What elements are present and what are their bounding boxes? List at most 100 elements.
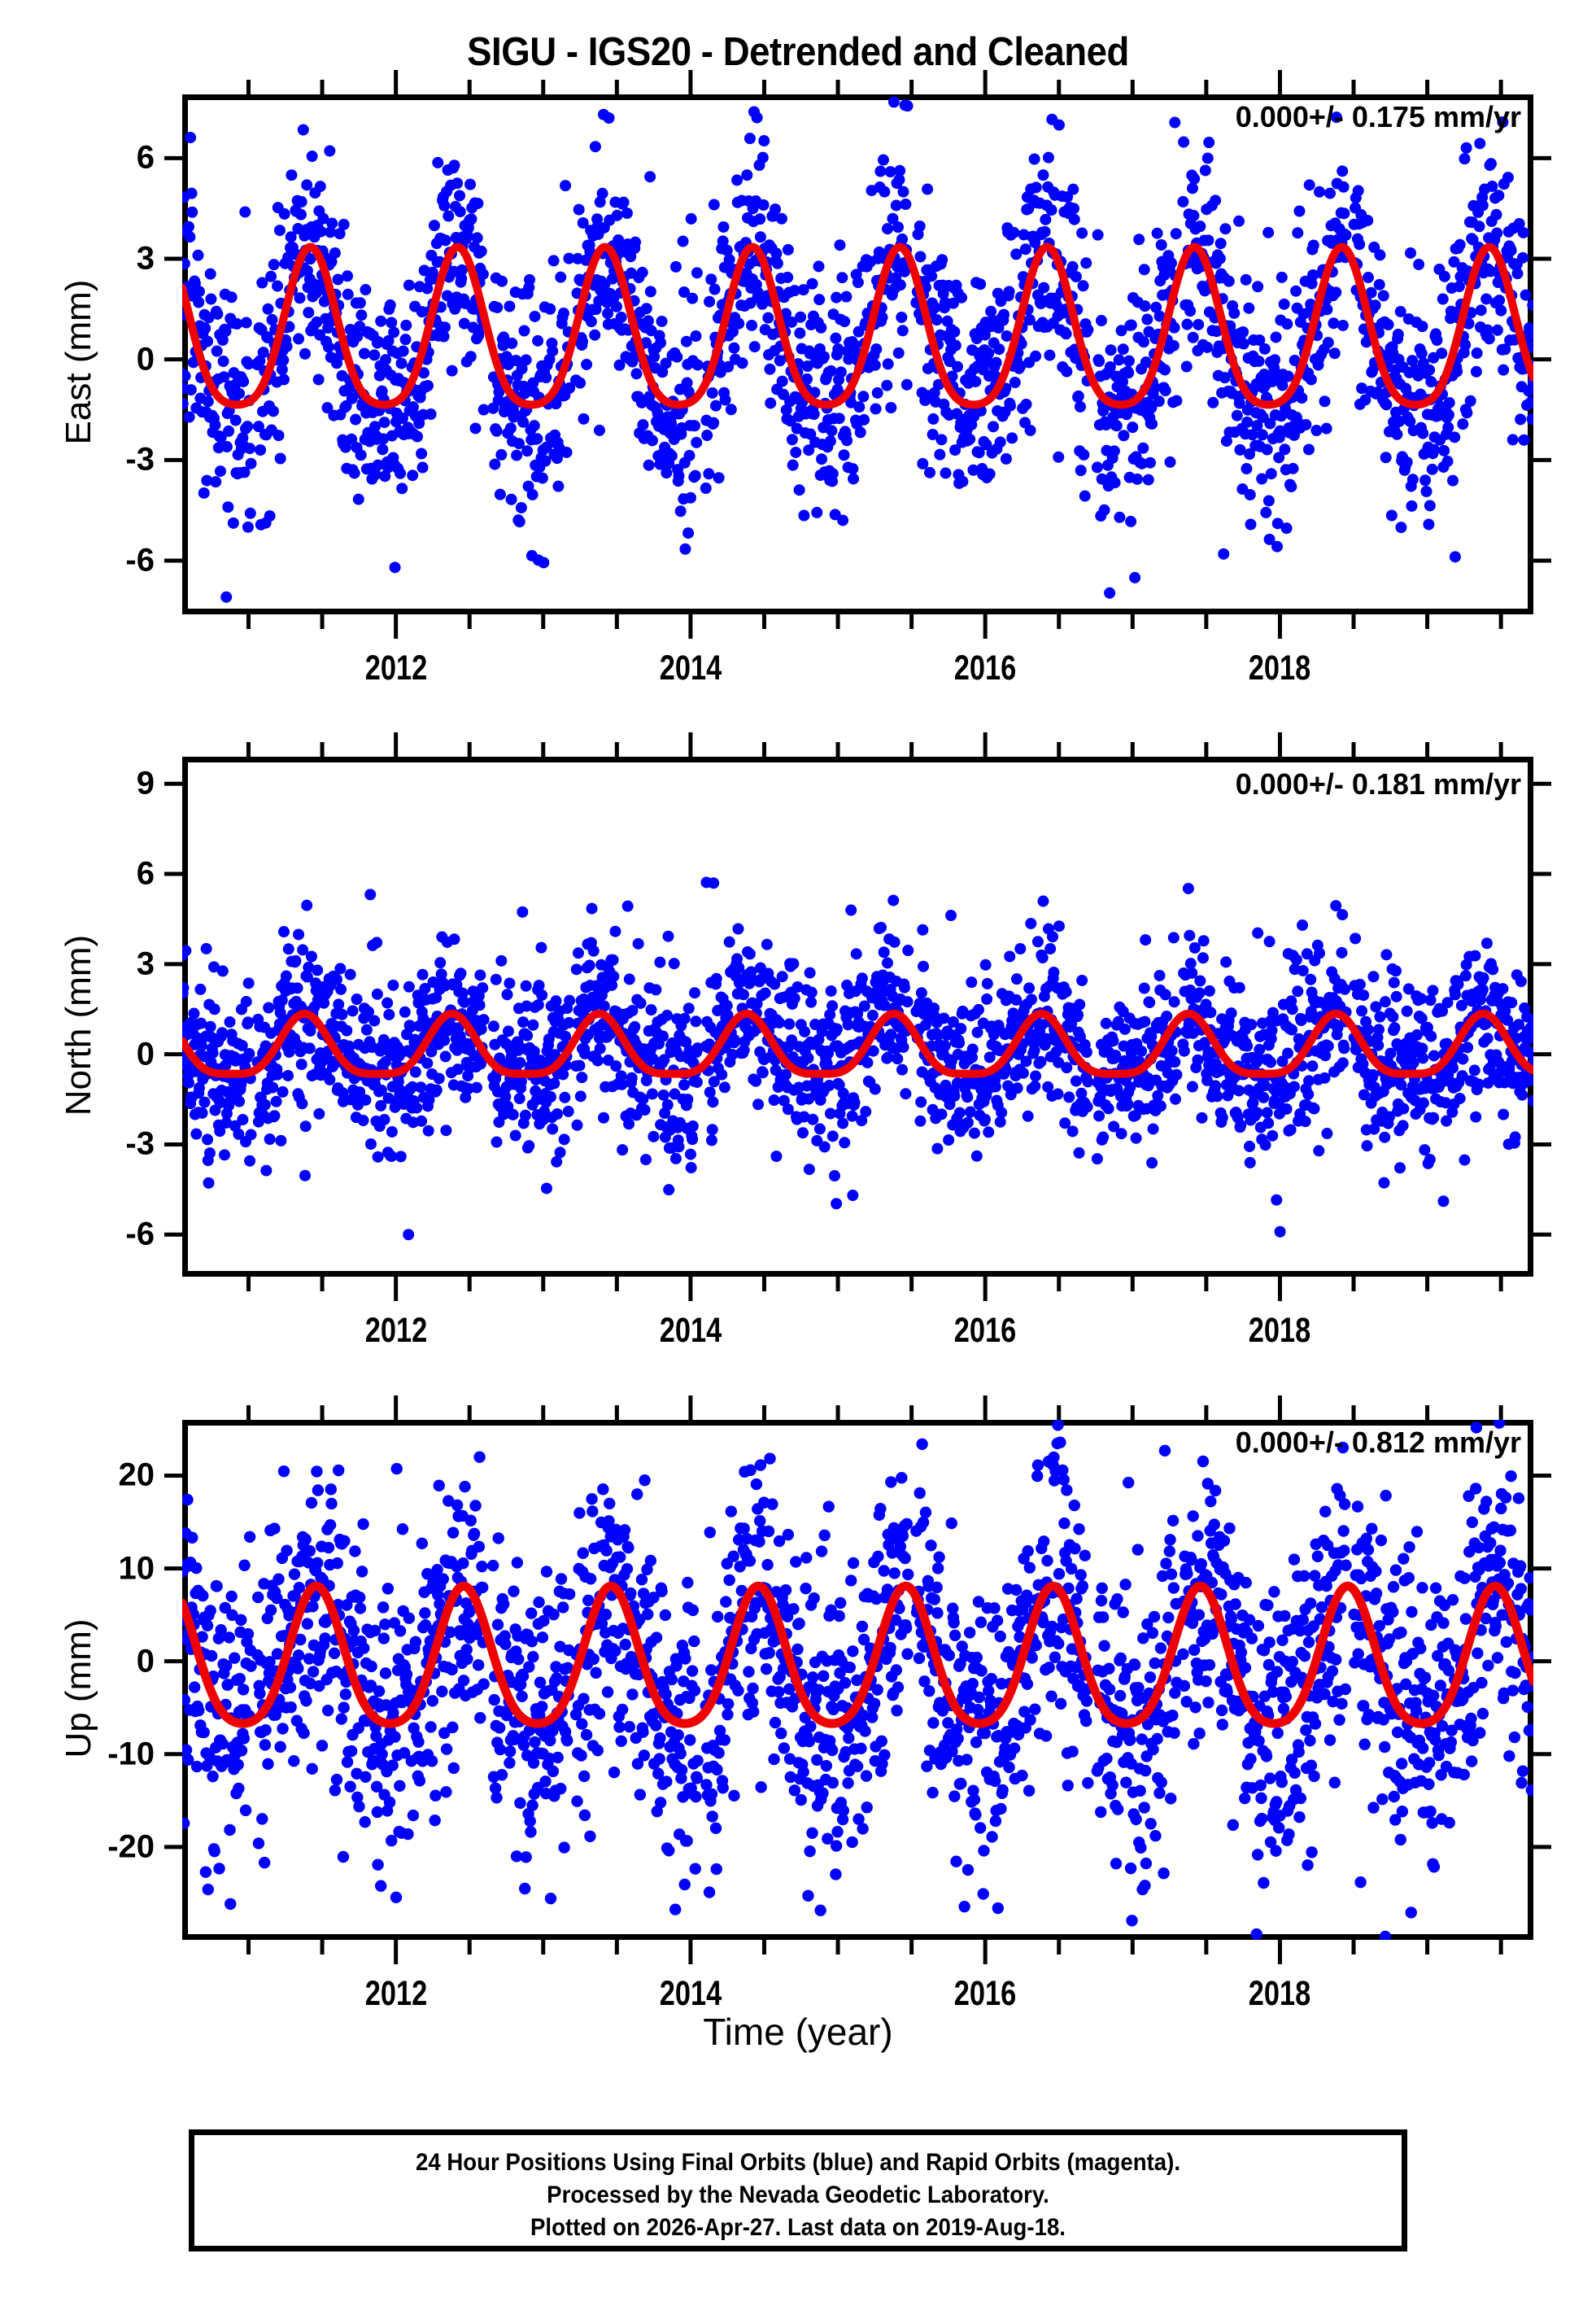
data-point <box>1244 1156 1256 1168</box>
data-point <box>1104 360 1116 373</box>
data-point <box>242 977 255 989</box>
data-point <box>1452 978 1464 990</box>
data-point <box>242 521 254 533</box>
data-point <box>1074 998 1086 1011</box>
data-point <box>709 283 721 295</box>
panel-north-plot <box>182 876 1533 1241</box>
data-point <box>376 1748 388 1761</box>
data-point <box>646 435 658 447</box>
data-point <box>752 286 765 299</box>
data-point <box>214 1125 226 1138</box>
data-point <box>368 421 381 433</box>
data-point <box>562 1105 574 1117</box>
data-point <box>1205 1007 1217 1019</box>
data-point <box>1203 985 1215 997</box>
data-point <box>219 1601 231 1614</box>
data-point <box>457 1675 470 1687</box>
data-point <box>1423 518 1435 531</box>
data-point <box>475 1058 487 1070</box>
data-point <box>1406 474 1419 486</box>
data-point <box>301 179 313 191</box>
data-point <box>260 1164 273 1177</box>
data-point <box>379 1055 391 1068</box>
data-point <box>1428 1050 1440 1062</box>
data-point <box>498 331 510 343</box>
data-point <box>368 349 381 361</box>
data-point <box>297 944 309 956</box>
data-point <box>317 212 329 225</box>
y-tick-label: 3 <box>136 240 155 277</box>
data-point <box>306 1762 318 1775</box>
data-point <box>311 316 323 328</box>
data-point <box>1490 208 1502 221</box>
data-point <box>338 1701 350 1714</box>
data-point <box>1296 392 1308 404</box>
data-point <box>1404 415 1416 427</box>
data-point <box>879 186 891 198</box>
data-point <box>818 351 830 363</box>
data-point <box>1513 217 1525 229</box>
data-point <box>1259 1139 1271 1151</box>
data-point <box>757 1067 769 1079</box>
data-point <box>1368 1123 1380 1135</box>
data-point <box>938 1012 950 1024</box>
data-point <box>294 292 306 304</box>
data-point <box>1515 976 1527 988</box>
data-point <box>1426 463 1438 475</box>
data-point <box>315 225 327 238</box>
data-point <box>1234 443 1246 456</box>
data-point <box>312 1484 325 1496</box>
data-point <box>591 1055 604 1067</box>
data-point <box>669 1088 681 1100</box>
data-point <box>1379 1131 1391 1143</box>
data-point <box>1061 1062 1073 1074</box>
data-point <box>537 1114 549 1126</box>
data-point <box>1153 310 1166 322</box>
data-point <box>438 1034 451 1046</box>
data-point <box>1010 973 1023 985</box>
data-point <box>931 1142 944 1155</box>
data-point <box>1211 1090 1223 1103</box>
data-point <box>243 1531 256 1543</box>
data-point <box>535 941 547 954</box>
data-point <box>1451 365 1463 378</box>
data-point <box>563 252 575 264</box>
data-point <box>787 958 800 970</box>
data-point <box>465 213 477 225</box>
data-point <box>509 1129 521 1142</box>
data-point <box>708 199 720 211</box>
data-point <box>707 1096 719 1108</box>
data-point <box>691 267 703 279</box>
x-tick-label: 2014 <box>659 649 722 688</box>
data-point <box>539 1105 551 1117</box>
data-point <box>1061 365 1073 378</box>
data-point <box>303 307 315 319</box>
data-point <box>1075 1087 1088 1099</box>
data-point <box>642 315 654 327</box>
data-point <box>1256 429 1268 441</box>
data-point <box>577 335 589 347</box>
data-point <box>369 469 382 480</box>
data-point <box>283 1046 295 1058</box>
data-point <box>1491 324 1503 336</box>
data-point <box>1044 943 1057 955</box>
data-point <box>1480 937 1493 950</box>
data-point <box>1459 1154 1471 1166</box>
data-point <box>1108 445 1120 457</box>
data-point <box>379 1667 392 1679</box>
data-point <box>1233 1085 1245 1097</box>
data-point <box>689 987 701 999</box>
data-point <box>554 1146 566 1159</box>
data-point <box>1378 1177 1390 1189</box>
data-point <box>384 299 396 311</box>
data-point <box>520 354 532 366</box>
data-point <box>386 1834 398 1847</box>
data-point <box>731 174 743 186</box>
data-point <box>1367 971 1380 983</box>
data-point <box>947 297 959 309</box>
data-point <box>1244 448 1256 461</box>
data-point <box>477 268 489 280</box>
data-point <box>853 401 866 413</box>
data-point <box>1356 382 1368 395</box>
data-point <box>544 303 556 315</box>
